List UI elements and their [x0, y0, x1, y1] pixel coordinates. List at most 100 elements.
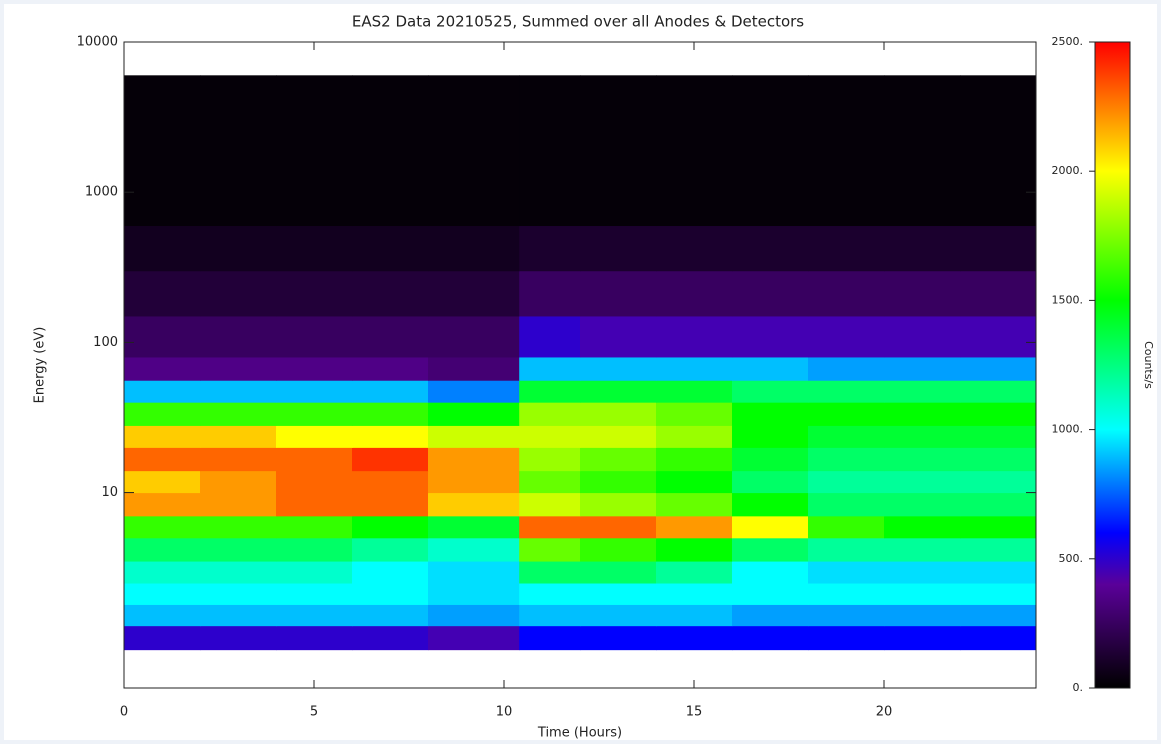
- heatmap-cell: [124, 225, 201, 272]
- heatmap-cell: [732, 447, 809, 472]
- heatmap-cell: [732, 315, 809, 358]
- x-tick-label: 0: [120, 705, 128, 720]
- heatmap-cell: [808, 425, 885, 448]
- heatmap-cell: [960, 225, 1037, 272]
- heatmap-cell: [884, 492, 961, 517]
- heatmap-cell: [732, 604, 809, 627]
- heatmap-cell: [276, 470, 353, 494]
- colorbar-tick-label: 2500.: [1052, 35, 1084, 48]
- heatmap-cell: [884, 583, 961, 605]
- heatmap-cell: [960, 270, 1037, 317]
- heatmap-cell: [580, 447, 657, 472]
- heatmap-cell: [656, 447, 733, 472]
- heatmap-cell: [519, 270, 581, 317]
- heatmap-cell: [200, 447, 277, 472]
- heatmap-cell: [124, 604, 201, 627]
- heatmap-cell: [960, 492, 1037, 517]
- heatmap-cell: [428, 492, 520, 517]
- heatmap-cell: [352, 75, 429, 227]
- heatmap-cell: [428, 270, 520, 317]
- heatmap-cell: [519, 402, 581, 426]
- heatmap-cell: [580, 492, 657, 517]
- heatmap-cell: [656, 583, 733, 605]
- heatmap-cell: [656, 604, 733, 627]
- heatmap-cell: [428, 447, 520, 472]
- heatmap-cell: [276, 625, 353, 651]
- colorbar-tick-label: 2000.: [1052, 164, 1084, 177]
- heatmap-cell: [276, 356, 353, 381]
- heatmap-cell: [352, 402, 429, 426]
- heatmap-cell: [884, 270, 961, 317]
- heatmap-cell: [884, 356, 961, 381]
- heatmap-cell: [960, 75, 1037, 227]
- heatmap-cell: [960, 470, 1037, 494]
- heatmap-cell: [428, 561, 520, 584]
- heatmap-cell: [276, 537, 353, 562]
- heatmap-cell: [352, 561, 429, 584]
- heatmap-cell: [124, 425, 201, 448]
- heatmap-cell: [124, 270, 201, 317]
- heatmap-cell: [519, 625, 581, 651]
- heatmap-cell: [884, 625, 961, 651]
- heatmap-cell: [960, 447, 1037, 472]
- x-axis-title: Time (Hours): [537, 726, 622, 741]
- y-tick-label: 1000: [85, 185, 118, 200]
- heatmap-cell: [352, 515, 429, 539]
- x-tick-label: 10: [496, 705, 513, 720]
- heatmap-cell: [960, 604, 1037, 627]
- heatmap-cell: [656, 270, 733, 317]
- heatmap-cell: [124, 447, 201, 472]
- heatmap-cell: [519, 315, 581, 358]
- heatmap-cell: [276, 604, 353, 627]
- heatmap-cell: [732, 75, 809, 227]
- heatmap-cell: [580, 470, 657, 494]
- heatmap-cell: [200, 604, 277, 627]
- heatmap-cell: [352, 447, 429, 472]
- heatmap-cell: [519, 470, 581, 494]
- colorbar-tick-label: 1500.: [1052, 293, 1084, 306]
- heatmap-cell: [580, 425, 657, 448]
- heatmap-cell: [732, 225, 809, 272]
- heatmap-cell: [428, 583, 520, 605]
- heatmap-cell: [519, 492, 581, 517]
- y-axis-title: Energy (eV): [33, 327, 48, 404]
- heatmap-cell: [519, 447, 581, 472]
- heatmap-cell: [428, 470, 520, 494]
- heatmap-cell: [960, 315, 1037, 358]
- heatmap-cell: [124, 583, 201, 605]
- heatmap-cell: [124, 492, 201, 517]
- heatmap-cell: [200, 270, 277, 317]
- heatmap-cell: [276, 225, 353, 272]
- heatmap-cell: [884, 75, 961, 227]
- heatmap-cell: [732, 270, 809, 317]
- heatmap-cell: [519, 583, 581, 605]
- heatmap-cell: [200, 583, 277, 605]
- y-tick-label: 100: [93, 335, 118, 350]
- heatmap-cell: [884, 447, 961, 472]
- heatmap-cell: [352, 492, 429, 517]
- heatmap-cell: [200, 315, 277, 358]
- heatmap-cell: [124, 380, 201, 403]
- heatmap-cell: [580, 402, 657, 426]
- heatmap-cell: [656, 225, 733, 272]
- x-tick-label: 20: [876, 705, 893, 720]
- heatmap-cell: [200, 425, 277, 448]
- heatmap-cell: [124, 75, 201, 227]
- heatmap-cell: [960, 425, 1037, 448]
- heatmap-cell: [656, 561, 733, 584]
- heatmap-cell: [124, 315, 201, 358]
- colorbar-tick-label: 500.: [1059, 552, 1084, 565]
- heatmap-cell: [200, 470, 277, 494]
- heatmap-cell: [580, 270, 657, 317]
- heatmap-cell: [352, 425, 429, 448]
- heatmap-cell: [960, 625, 1037, 651]
- heatmap-cell: [428, 225, 520, 272]
- heatmap-cell: [124, 561, 201, 584]
- heatmap-cell: [960, 583, 1037, 605]
- heatmap-cell: [884, 537, 961, 562]
- heatmap-cell: [519, 561, 581, 584]
- heatmap-cell: [352, 537, 429, 562]
- heatmap-cell: [656, 402, 733, 426]
- heatmap-cell: [124, 356, 201, 381]
